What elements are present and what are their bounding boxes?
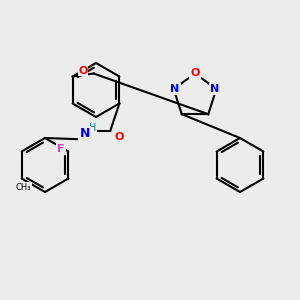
Text: H: H — [89, 122, 96, 133]
Text: CH₃: CH₃ — [15, 183, 31, 192]
Text: F: F — [57, 143, 64, 154]
Text: O: O — [115, 131, 124, 142]
Text: N: N — [80, 127, 90, 140]
Text: N: N — [210, 84, 220, 94]
Text: N: N — [170, 84, 180, 94]
Text: O: O — [78, 65, 88, 76]
Text: O: O — [190, 68, 200, 79]
